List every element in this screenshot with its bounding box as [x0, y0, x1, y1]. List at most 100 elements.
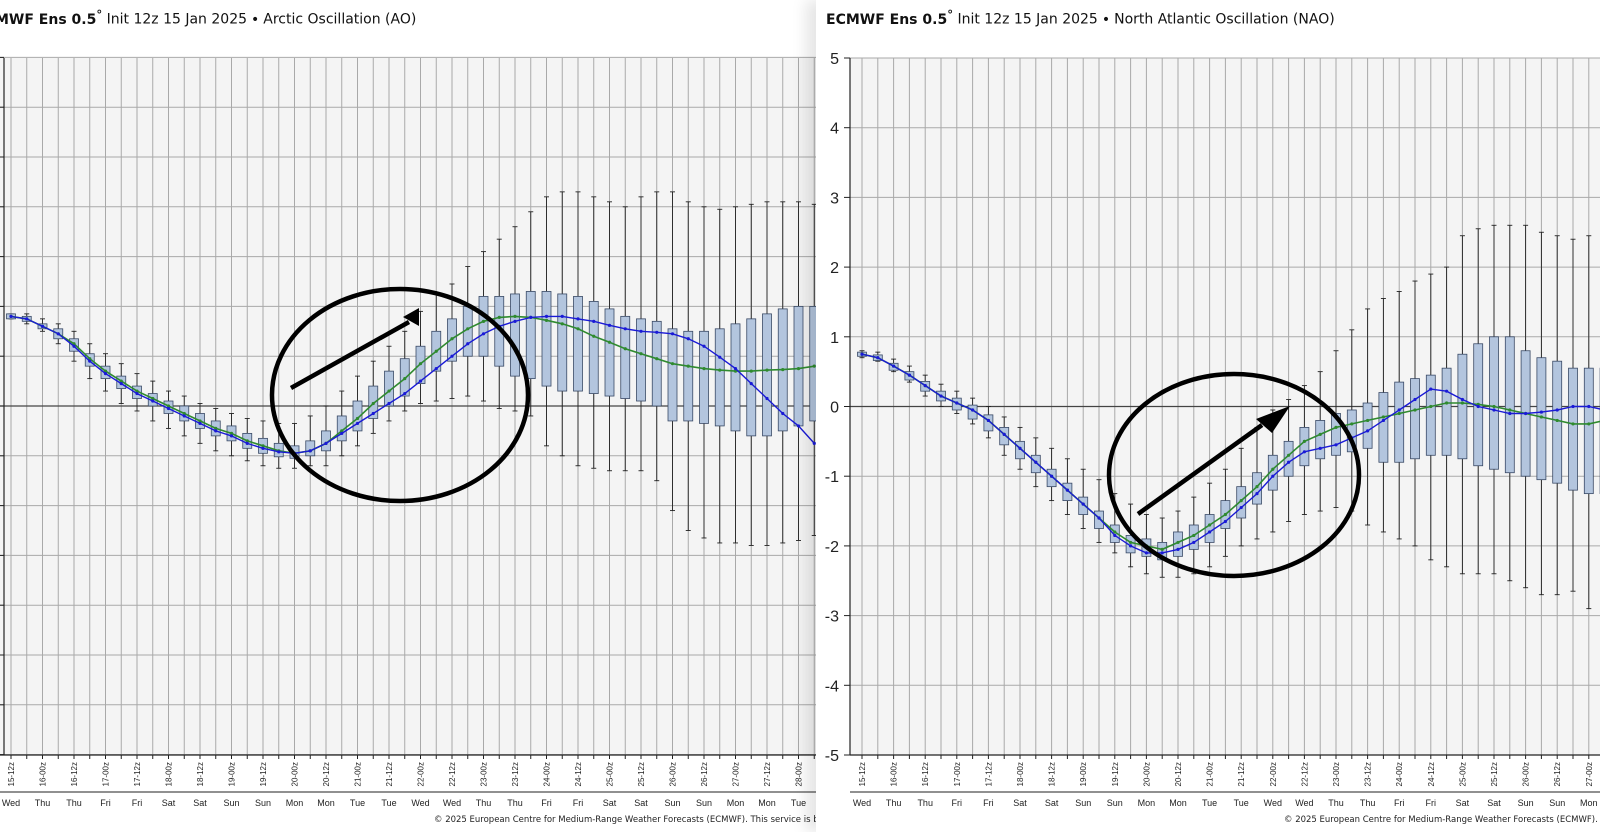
ao-iqr-box: [352, 400, 363, 432]
ao-iqr-box: [588, 301, 599, 394]
nao-iqr-box: [1094, 510, 1104, 529]
ao-control-run-point: [403, 391, 407, 396]
nao-ensemble-mean-point: [1460, 401, 1464, 405]
nao-x-day-label: Sat: [1045, 798, 1059, 808]
ao-control-run-line: [10, 315, 815, 455]
nao-iqr-box: [1504, 336, 1515, 474]
nao-ensemble-mean-point: [1413, 408, 1417, 412]
nao-model-name: ECMWF Ens 0.5°: [826, 7, 954, 28]
ao-chart-panel: MWF Ens 0.5° Init 12z 15 Jan 2025 • Arctic…: [0, 7, 816, 825]
nao-control-run-point: [1113, 533, 1117, 538]
nao-annotation-circle: [1106, 371, 1362, 579]
ao-x-time-label: 20-00z: [291, 762, 300, 786]
ao-ensemble-mean-point: [497, 315, 501, 319]
ao-ensemble-mean-point: [245, 439, 249, 443]
ao-control-run-point: [702, 344, 706, 348]
nao-x-time-label: 16-00z: [890, 762, 899, 786]
nao-iqr-box: [1046, 468, 1057, 488]
ao-x-time-label: 20-12z: [322, 762, 331, 786]
nao-iqr-box: [999, 427, 1010, 446]
ao-iqr-box: [510, 293, 520, 377]
ao-control-run-point: [718, 355, 722, 359]
nao-control-run-point: [860, 352, 864, 356]
ao-model-name: MWF Ens 0.5°: [0, 7, 103, 28]
ao-control-run-point: [182, 414, 186, 418]
nao-x-time-label: 18-00z: [1016, 762, 1025, 786]
nao-control-run-point: [939, 394, 943, 398]
nao-iqr-box: [1536, 357, 1547, 481]
nao-control-run-point: [1192, 540, 1196, 545]
ao-x-day-label: Thu: [476, 798, 492, 808]
ao-ensemble-mean-point: [72, 342, 76, 346]
ao-x-day-label: Wed: [443, 798, 461, 808]
nao-control-run-point: [892, 364, 896, 368]
nao-ensemble-mean-point: [1271, 467, 1275, 471]
nao-x-day-label: Sat: [1456, 798, 1470, 808]
nao-ensemble-mean-point: [1334, 425, 1338, 430]
nao-x-day-label: Sun: [1518, 798, 1534, 808]
ao-control-run-point: [450, 354, 454, 358]
nao-ensemble-mean-point: [1318, 432, 1322, 436]
nao-control-run-point: [1492, 408, 1496, 412]
ao-control-run-point: [261, 446, 265, 450]
nao-x-day-label: Tue: [1234, 798, 1249, 808]
ao-ensemble-mean-point: [198, 419, 202, 423]
ao-x-time-label: 19-00z: [228, 762, 237, 786]
ao-control-run-point: [765, 396, 769, 401]
ao-copyright-notice: © 2025 European Centre for Medium-Range …: [434, 815, 816, 825]
nao-control-run-point: [1334, 443, 1338, 447]
ao-ensemble-mean-point: [765, 368, 769, 372]
nao-control-run-point: [1381, 418, 1385, 423]
nao-control-run-point: [1555, 408, 1559, 412]
nao-y-tick-label: 0: [830, 400, 839, 417]
nao-chart-title: ECMWF Ens 0.5° Init 12z 15 Jan 2025 • Nort…: [826, 7, 1335, 28]
nao-control-run-point: [876, 356, 880, 360]
ao-iqr-box: [793, 305, 804, 427]
ao-ensemble-mean-point: [702, 367, 706, 371]
ao-control-run-point: [9, 314, 13, 318]
nao-iqr-box: [1252, 472, 1262, 505]
nao-ensemble-mean-point: [1366, 418, 1370, 423]
ao-control-run-point: [560, 314, 564, 318]
ao-ensemble-mean-point: [119, 379, 123, 383]
ao-ensemble-mean-point: [182, 411, 186, 416]
ao-x-time-label: 24-00z: [543, 762, 552, 786]
ao-control-run-point: [796, 424, 801, 428]
ao-x-day-label: Sat: [193, 798, 207, 808]
ao-x-time-label: 21-00z: [354, 762, 363, 786]
ao-control-run-point: [25, 317, 29, 321]
nao-x-time-label: 23-00z: [1332, 762, 1341, 786]
nao-control-run-point: [1176, 547, 1180, 551]
ao-control-run-point: [418, 379, 423, 383]
nao-x-day-label: Fri: [1394, 798, 1405, 808]
ao-iqr-box: [384, 370, 394, 407]
ao-x-time-label: 16-00z: [39, 762, 48, 786]
ao-control-run-point: [387, 401, 391, 406]
ao-x-time-label: 23-12z: [511, 762, 520, 786]
ao-ensemble-mean-point: [607, 340, 612, 344]
nao-control-run-point: [1018, 446, 1022, 450]
ao-x-time-label: 24-12z: [574, 762, 583, 786]
nao-control-run-point: [1081, 502, 1085, 506]
nao-control-run-point: [1160, 551, 1164, 555]
nao-ensemble-mean-point: [1381, 415, 1385, 419]
nao-ensemble-mean-point: [1571, 422, 1575, 426]
ao-x-day-label: Mon: [317, 798, 335, 808]
ao-iqr-box: [336, 415, 347, 442]
nao-control-run-point: [1002, 432, 1006, 436]
ao-iqr-box: [557, 293, 568, 392]
nao-x-time-label: 21-12z: [1237, 762, 1246, 786]
ao-control-run-point: [214, 429, 218, 433]
ao-control-run-point: [544, 314, 549, 318]
ao-init-time: Init 12z 15 Jan 2025: [106, 11, 248, 28]
nao-ensemble-mean-point: [1397, 411, 1401, 416]
ao-iqr-box: [541, 291, 552, 387]
nao-x-time-label: 26-12z: [1553, 762, 1562, 786]
nao-control-run-point: [1208, 530, 1212, 534]
nao-control-run-point: [1524, 411, 1528, 416]
nao-chart-panel: ECMWF Ens 0.5° Init 12z 15 Jan 2025 • Nort…: [816, 0, 1600, 832]
ao-control-run-point: [229, 434, 234, 438]
ao-ensemble-mean-point: [466, 327, 470, 331]
ao-control-run-point: [749, 381, 753, 386]
ao-ensemble-mean-point: [796, 367, 801, 371]
